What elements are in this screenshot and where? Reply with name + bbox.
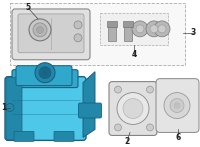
Text: 1: 1 [1, 103, 7, 112]
Circle shape [6, 103, 14, 112]
FancyBboxPatch shape [100, 13, 168, 45]
Circle shape [170, 98, 184, 112]
FancyBboxPatch shape [124, 24, 132, 41]
Circle shape [146, 21, 162, 37]
Text: 2: 2 [124, 137, 130, 146]
Circle shape [74, 21, 82, 29]
Circle shape [39, 67, 51, 79]
Circle shape [146, 124, 154, 131]
Circle shape [74, 34, 82, 42]
FancyBboxPatch shape [78, 103, 102, 118]
FancyBboxPatch shape [6, 78, 22, 139]
Circle shape [33, 23, 47, 37]
Circle shape [114, 86, 122, 93]
Circle shape [35, 63, 55, 83]
Text: 3: 3 [190, 28, 196, 37]
Polygon shape [83, 72, 95, 137]
Text: 6: 6 [175, 133, 181, 142]
Circle shape [114, 124, 122, 131]
Text: 5: 5 [25, 4, 31, 12]
Circle shape [150, 25, 158, 33]
Circle shape [174, 103, 180, 108]
Circle shape [29, 19, 51, 41]
Circle shape [146, 86, 154, 93]
FancyBboxPatch shape [14, 131, 34, 141]
FancyBboxPatch shape [106, 21, 116, 27]
Circle shape [164, 93, 190, 118]
FancyBboxPatch shape [12, 9, 90, 60]
FancyBboxPatch shape [12, 70, 78, 88]
Circle shape [132, 21, 148, 37]
Circle shape [154, 21, 170, 37]
FancyBboxPatch shape [54, 131, 74, 141]
Circle shape [136, 25, 144, 33]
Circle shape [117, 93, 149, 125]
Circle shape [36, 26, 44, 33]
Text: 4: 4 [131, 50, 137, 59]
Circle shape [123, 98, 143, 118]
FancyBboxPatch shape [16, 66, 72, 86]
FancyBboxPatch shape [109, 82, 157, 135]
Circle shape [158, 25, 166, 33]
FancyBboxPatch shape [5, 77, 86, 140]
FancyBboxPatch shape [108, 24, 116, 41]
FancyBboxPatch shape [10, 3, 185, 65]
FancyBboxPatch shape [18, 14, 84, 53]
FancyBboxPatch shape [156, 79, 199, 132]
FancyBboxPatch shape [122, 21, 132, 27]
